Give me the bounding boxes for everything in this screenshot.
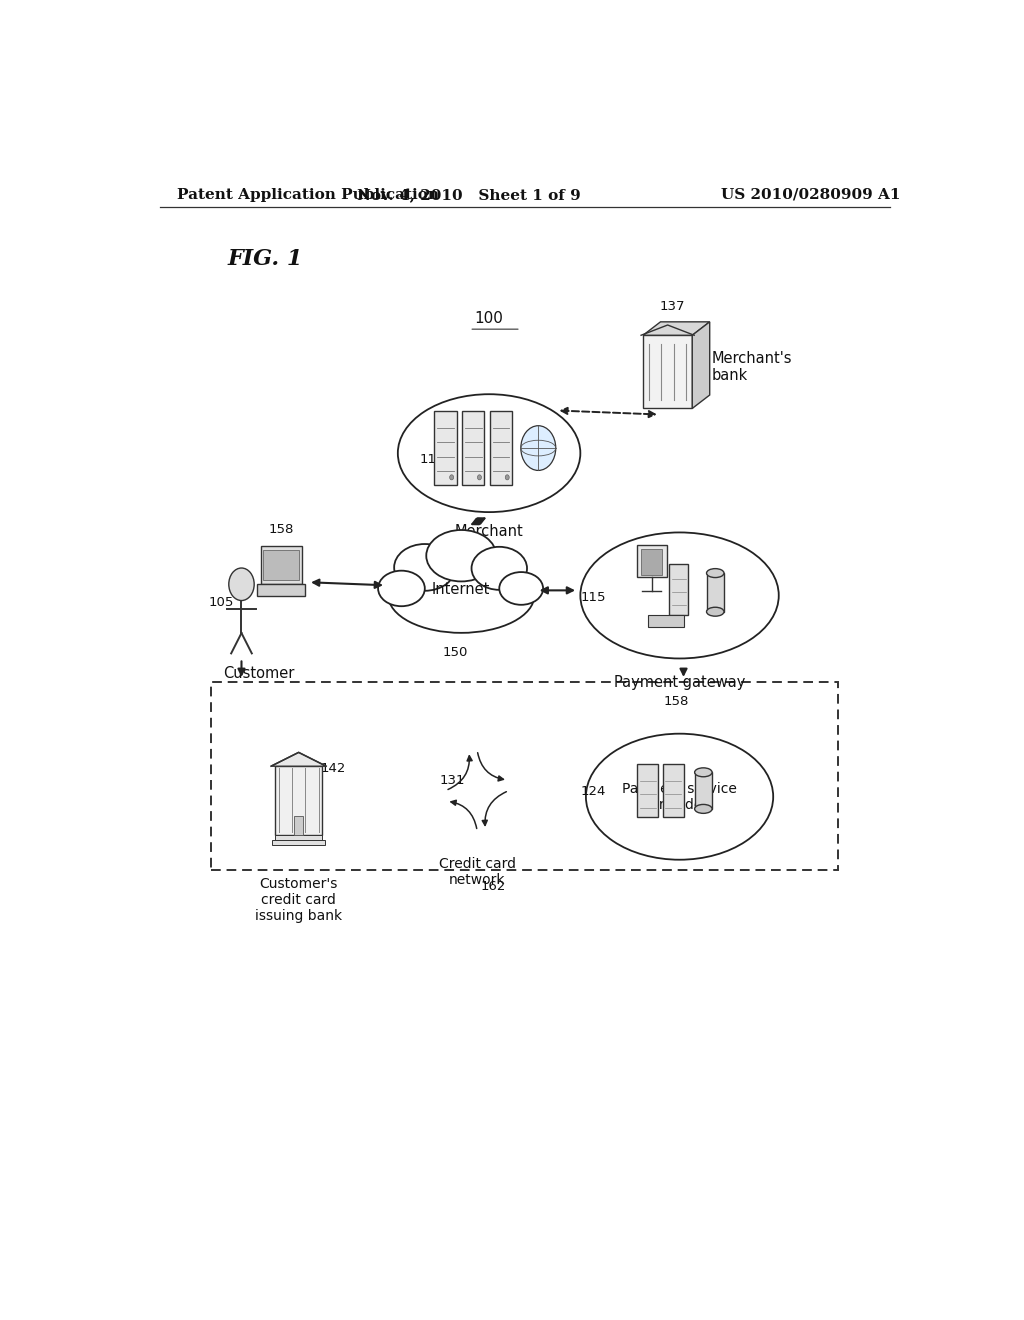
Text: 105: 105 — [208, 597, 233, 609]
Circle shape — [228, 568, 254, 601]
FancyBboxPatch shape — [638, 764, 658, 817]
FancyBboxPatch shape — [670, 564, 688, 615]
FancyBboxPatch shape — [707, 573, 724, 611]
Text: 158: 158 — [268, 524, 294, 536]
FancyBboxPatch shape — [294, 816, 303, 836]
Text: Patent Application Publication: Patent Application Publication — [177, 187, 439, 202]
Text: 115: 115 — [581, 591, 606, 605]
Text: Nov. 4, 2010   Sheet 1 of 9: Nov. 4, 2010 Sheet 1 of 9 — [357, 187, 582, 202]
FancyBboxPatch shape — [257, 585, 305, 597]
Ellipse shape — [388, 558, 535, 632]
FancyBboxPatch shape — [489, 412, 512, 484]
Text: 162: 162 — [480, 880, 506, 894]
Circle shape — [505, 475, 509, 480]
FancyBboxPatch shape — [637, 545, 667, 577]
Text: Payment service
provider: Payment service provider — [623, 781, 737, 812]
Text: 137: 137 — [659, 300, 685, 313]
Ellipse shape — [500, 572, 543, 605]
FancyBboxPatch shape — [663, 764, 684, 817]
Text: Internet: Internet — [432, 582, 490, 597]
FancyBboxPatch shape — [274, 766, 323, 836]
Text: 158: 158 — [664, 696, 689, 709]
Text: Merchant's
bank: Merchant's bank — [712, 351, 792, 383]
Ellipse shape — [694, 768, 712, 776]
FancyBboxPatch shape — [434, 412, 457, 484]
Text: Merchant: Merchant — [455, 524, 523, 540]
FancyBboxPatch shape — [260, 545, 302, 585]
Text: 150: 150 — [442, 647, 468, 660]
FancyBboxPatch shape — [274, 836, 323, 840]
Text: 124: 124 — [581, 785, 606, 799]
Ellipse shape — [471, 546, 527, 590]
Text: US 2010/0280909 A1: US 2010/0280909 A1 — [721, 187, 900, 202]
Polygon shape — [692, 322, 710, 408]
Text: Customer's
credit card
issuing bank: Customer's credit card issuing bank — [255, 876, 342, 924]
Text: Payment gateway: Payment gateway — [613, 675, 745, 690]
FancyBboxPatch shape — [648, 615, 684, 627]
Ellipse shape — [426, 531, 497, 581]
Ellipse shape — [378, 570, 425, 606]
Ellipse shape — [397, 395, 581, 512]
FancyBboxPatch shape — [211, 682, 839, 870]
Text: 100: 100 — [475, 312, 504, 326]
Circle shape — [521, 426, 556, 470]
Ellipse shape — [586, 734, 773, 859]
FancyBboxPatch shape — [263, 550, 299, 581]
FancyBboxPatch shape — [641, 549, 663, 574]
Ellipse shape — [581, 532, 779, 659]
Polygon shape — [271, 752, 327, 766]
Ellipse shape — [694, 804, 712, 813]
Polygon shape — [643, 335, 692, 408]
FancyBboxPatch shape — [462, 412, 484, 484]
Ellipse shape — [707, 569, 724, 578]
FancyBboxPatch shape — [694, 772, 712, 809]
Text: Customer: Customer — [223, 665, 295, 681]
Ellipse shape — [707, 607, 724, 616]
Text: FIG. 1: FIG. 1 — [227, 248, 302, 271]
FancyBboxPatch shape — [272, 840, 326, 845]
Polygon shape — [643, 322, 710, 335]
Ellipse shape — [394, 544, 456, 591]
Text: 112: 112 — [419, 453, 444, 466]
Text: 131: 131 — [439, 774, 465, 787]
Circle shape — [477, 475, 481, 480]
Circle shape — [450, 475, 454, 480]
Text: Credit card
network: Credit card network — [438, 857, 516, 887]
Text: 142: 142 — [321, 763, 346, 775]
